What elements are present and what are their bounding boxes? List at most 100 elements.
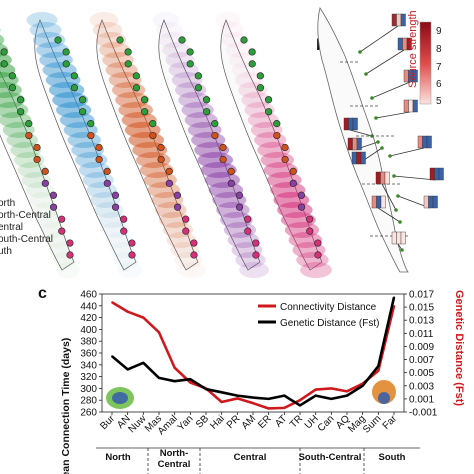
source-strength-boxes: [343, 13, 444, 245]
strength-box: [422, 135, 428, 149]
site-dot: [58, 215, 66, 223]
arrow-head: [400, 248, 404, 252]
dispersal-blob: [10, 142, 42, 158]
site-dot: [314, 251, 322, 259]
connectivity-point: [252, 402, 254, 405]
connectivity-point: [314, 388, 317, 391]
site-dot: [70, 84, 79, 92]
site-dot: [256, 84, 265, 92]
site-dot: [211, 131, 219, 140]
site-dot: [66, 239, 74, 247]
genetic-point: [314, 394, 317, 397]
site-dot: [219, 155, 227, 164]
connectivity-point: [189, 381, 192, 384]
site-dot: [58, 227, 66, 235]
y-tick-label: 360: [80, 349, 97, 360]
colorbar-tick-5: 5: [436, 96, 442, 107]
region-label: Central: [234, 452, 267, 463]
site-dot: [289, 179, 297, 187]
inset-right-core: [378, 392, 390, 404]
site-dot: [62, 60, 70, 68]
arrow-head: [394, 208, 398, 212]
colorbar-tick-7: 7: [436, 62, 442, 73]
strength-box: [412, 99, 418, 113]
colorbar-tick-6: 6: [436, 79, 442, 90]
dispersal-blob: [162, 42, 191, 58]
y-tick-label: 280: [80, 396, 97, 407]
site-dot: [256, 72, 264, 80]
dispersal-blob: [0, 92, 26, 108]
y2-axis-label: Genetic Distance (Fst): [453, 290, 465, 406]
dispersal-blob: [26, 12, 58, 28]
legend-north: orth: [0, 198, 15, 209]
dispersal-blob: [99, 42, 130, 58]
dispersal-blob: [300, 262, 332, 278]
site-dot: [33, 155, 41, 164]
genetic-point: [205, 388, 207, 390]
arrow-head: [358, 50, 362, 54]
colorbar: [419, 21, 432, 105]
y2-tick-label: 0.009: [409, 342, 434, 353]
strength-box: [375, 171, 381, 185]
region-legend: orth orth-Central entral outh-Central ut…: [0, 198, 53, 257]
dispersal-blob: [227, 232, 260, 248]
arrow-head: [374, 116, 378, 120]
y2-tick-label: 0.017: [409, 290, 434, 301]
inset-left-core: [112, 392, 128, 404]
panel-b: b 9 8 7 6 5 Source strength: [316, 7, 444, 273]
strength-box: [348, 117, 354, 131]
site-dot: [95, 155, 103, 164]
connectivity-point: [142, 316, 145, 319]
strength-box: [403, 99, 409, 113]
genetic-point: [283, 394, 286, 397]
dispersal-blob: [247, 112, 279, 128]
connectivity-point: [236, 397, 239, 400]
y-tick-label: 340: [80, 360, 97, 371]
source-arrow: [381, 183, 397, 211]
map-panel-3: [89, 12, 206, 278]
legend-north-central: orth-Central: [0, 210, 51, 221]
site-dot: [173, 203, 182, 211]
y2-tick-label: 0.011: [409, 329, 434, 340]
site-dot: [128, 251, 136, 259]
dispersal-blob: [147, 182, 181, 198]
x-tick-label: ER: [256, 413, 274, 431]
site-dot: [8, 84, 17, 92]
source-arrow: [371, 81, 411, 99]
connectivity-point: [393, 304, 395, 307]
arrow-head: [370, 96, 374, 100]
site-dot: [95, 143, 103, 152]
x-tick-label: AT: [273, 413, 289, 429]
dispersal-blob: [32, 32, 66, 48]
site-dot: [41, 179, 49, 187]
genetic-point: [111, 355, 113, 358]
connectivity-point: [220, 401, 223, 403]
region-label: North: [105, 452, 131, 463]
source-arrow: [393, 175, 437, 181]
dispersal-blob: [37, 212, 64, 228]
source-arrow: [359, 25, 399, 53]
site-dot: [252, 251, 260, 259]
genetic-point: [189, 378, 192, 381]
connectivity-point: [361, 382, 364, 385]
y-tick-label: 300: [80, 384, 97, 395]
site-dot: [116, 36, 124, 44]
dispersal-blob: [159, 212, 190, 228]
dispersal-blob: [56, 262, 80, 278]
site-dot: [157, 155, 165, 164]
site-dot: [70, 72, 78, 80]
map-panel-2: [26, 12, 143, 278]
y-axis-label: Mean Connection Time (days): [60, 338, 72, 474]
site-dot: [178, 36, 186, 44]
y2-tick-label: 0.003: [409, 381, 434, 392]
strength-box: [352, 117, 358, 131]
y-tick-label: 440: [80, 301, 97, 312]
site-dot: [252, 239, 260, 247]
site-dot: [79, 108, 87, 116]
strength-box: [384, 171, 390, 185]
dispersal-blob: [263, 162, 298, 178]
dispersal-blob: [166, 232, 197, 248]
map-panel-4: [152, 12, 269, 278]
site-dot: [33, 143, 41, 152]
